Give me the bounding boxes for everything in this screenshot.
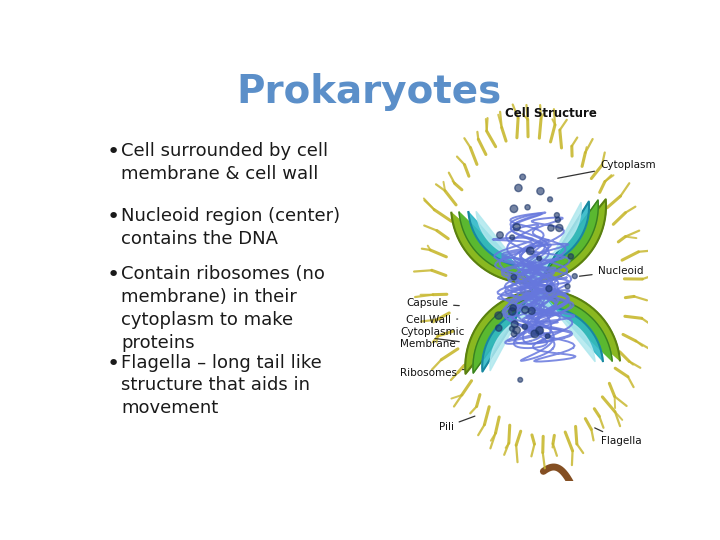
Circle shape bbox=[548, 197, 552, 202]
Text: Ribosomes: Ribosomes bbox=[400, 368, 467, 378]
Text: •: • bbox=[107, 354, 120, 374]
Text: Cell Wall: Cell Wall bbox=[406, 315, 458, 326]
Circle shape bbox=[572, 274, 577, 279]
Circle shape bbox=[511, 274, 516, 280]
Text: Contain ribosomes (no
membrane) in their
cytoplasm to make
proteins: Contain ribosomes (no membrane) in their… bbox=[121, 265, 325, 352]
Text: Pili: Pili bbox=[438, 416, 475, 431]
Circle shape bbox=[531, 330, 539, 338]
Text: Cytoplasm: Cytoplasm bbox=[558, 160, 656, 178]
Circle shape bbox=[513, 327, 521, 334]
Text: •: • bbox=[107, 265, 120, 285]
Polygon shape bbox=[459, 200, 612, 373]
Text: Cell Structure: Cell Structure bbox=[505, 107, 597, 120]
Circle shape bbox=[554, 213, 559, 218]
Text: •: • bbox=[107, 207, 120, 227]
Circle shape bbox=[497, 232, 503, 238]
Polygon shape bbox=[451, 199, 620, 374]
Circle shape bbox=[511, 321, 518, 328]
Circle shape bbox=[513, 224, 521, 231]
Circle shape bbox=[511, 331, 517, 337]
Polygon shape bbox=[476, 202, 595, 371]
Circle shape bbox=[536, 327, 544, 334]
Circle shape bbox=[518, 377, 523, 382]
Circle shape bbox=[537, 256, 541, 261]
Circle shape bbox=[528, 307, 535, 314]
Circle shape bbox=[522, 324, 528, 329]
Circle shape bbox=[510, 305, 516, 311]
Circle shape bbox=[495, 325, 502, 331]
Text: Nucleoid: Nucleoid bbox=[580, 266, 643, 276]
Circle shape bbox=[522, 306, 529, 313]
Text: Nucleoid region (center)
contains the DNA: Nucleoid region (center) contains the DN… bbox=[121, 207, 340, 248]
Circle shape bbox=[546, 286, 552, 292]
Text: Cell surrounded by cell
membrane & cell wall: Cell surrounded by cell membrane & cell … bbox=[121, 142, 328, 183]
Circle shape bbox=[526, 247, 534, 255]
Circle shape bbox=[510, 326, 515, 331]
Circle shape bbox=[525, 205, 530, 210]
Circle shape bbox=[510, 205, 518, 213]
Polygon shape bbox=[469, 201, 603, 372]
Circle shape bbox=[537, 187, 544, 195]
Circle shape bbox=[510, 235, 515, 240]
Text: Prokaryotes: Prokaryotes bbox=[236, 73, 502, 111]
Circle shape bbox=[515, 184, 522, 192]
Circle shape bbox=[556, 225, 563, 232]
Circle shape bbox=[568, 254, 574, 259]
Circle shape bbox=[555, 218, 560, 222]
Text: Flagella: Flagella bbox=[595, 428, 642, 445]
Circle shape bbox=[545, 334, 550, 339]
Circle shape bbox=[495, 312, 503, 319]
Circle shape bbox=[548, 225, 554, 231]
Text: Capsule: Capsule bbox=[406, 299, 459, 308]
Circle shape bbox=[565, 284, 570, 289]
Text: •: • bbox=[107, 142, 120, 162]
Text: Cytoplasmic
Membrane: Cytoplasmic Membrane bbox=[400, 327, 464, 349]
Circle shape bbox=[520, 174, 526, 180]
Text: Flagella – long tail like
structure that aids in
movement: Flagella – long tail like structure that… bbox=[121, 354, 322, 417]
Circle shape bbox=[508, 308, 516, 315]
